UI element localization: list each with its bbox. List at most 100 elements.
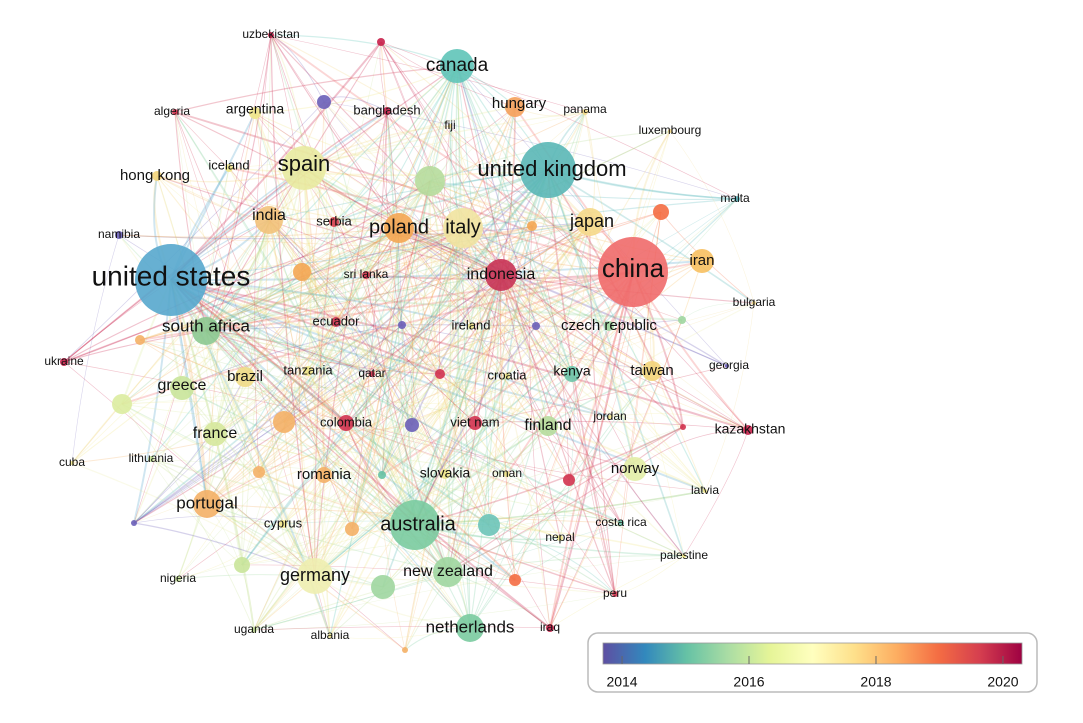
edge bbox=[401, 324, 446, 475]
edge bbox=[268, 110, 388, 221]
edge bbox=[139, 339, 549, 427]
edge bbox=[329, 227, 464, 637]
edge bbox=[298, 271, 316, 577]
edge bbox=[181, 387, 416, 526]
edge bbox=[270, 34, 316, 577]
edge bbox=[314, 575, 616, 595]
edge bbox=[500, 274, 622, 524]
edge bbox=[456, 65, 490, 526]
node bbox=[329, 217, 339, 227]
edge bbox=[506, 473, 516, 581]
edge bbox=[206, 271, 634, 505]
node bbox=[433, 557, 463, 587]
edge bbox=[303, 167, 373, 375]
edge bbox=[205, 221, 591, 332]
edge bbox=[499, 274, 516, 581]
edge bbox=[411, 180, 431, 426]
node-label: ukraine bbox=[44, 354, 84, 368]
edge bbox=[206, 112, 256, 505]
edge bbox=[258, 221, 591, 473]
edge bbox=[414, 490, 706, 526]
edge bbox=[205, 167, 230, 332]
edge bbox=[156, 175, 216, 435]
edge bbox=[380, 41, 738, 200]
edge bbox=[429, 180, 472, 327]
edge bbox=[150, 458, 416, 526]
edge bbox=[398, 227, 653, 372]
edge bbox=[398, 227, 537, 327]
node bbox=[478, 514, 500, 536]
edge bbox=[333, 221, 383, 476]
edge bbox=[205, 130, 671, 332]
edge bbox=[214, 274, 502, 435]
edge bbox=[133, 376, 246, 524]
edge bbox=[547, 169, 685, 557]
node bbox=[690, 249, 714, 273]
node-label: uzbekistan bbox=[242, 27, 299, 41]
node bbox=[331, 317, 341, 327]
edge bbox=[205, 180, 431, 332]
edge bbox=[351, 528, 616, 595]
node bbox=[557, 535, 563, 541]
nodes bbox=[60, 32, 756, 653]
edge bbox=[214, 433, 622, 524]
edge bbox=[351, 221, 591, 530]
node bbox=[415, 166, 445, 196]
edge bbox=[549, 271, 634, 629]
edge bbox=[214, 433, 561, 539]
edge bbox=[303, 167, 685, 557]
edge bbox=[380, 41, 591, 223]
node-label: iceland bbox=[208, 157, 249, 172]
edge bbox=[447, 221, 591, 573]
node bbox=[576, 208, 604, 236]
node bbox=[282, 146, 326, 190]
edge bbox=[270, 34, 325, 103]
edge bbox=[447, 426, 684, 573]
edge bbox=[265, 219, 284, 525]
edge bbox=[365, 274, 406, 651]
edge bbox=[241, 41, 382, 566]
edge bbox=[268, 219, 383, 476]
edge bbox=[205, 227, 464, 332]
node bbox=[604, 321, 614, 331]
edge bbox=[404, 106, 516, 651]
edge bbox=[205, 271, 634, 332]
node bbox=[456, 614, 484, 642]
edge bbox=[150, 458, 243, 566]
edge bbox=[500, 274, 561, 539]
edge bbox=[270, 34, 449, 573]
edge bbox=[429, 180, 472, 327]
node bbox=[249, 107, 261, 119]
edge bbox=[214, 433, 284, 525]
edge bbox=[268, 219, 446, 475]
edge bbox=[268, 219, 551, 629]
edge bbox=[609, 413, 749, 431]
edge bbox=[205, 330, 316, 577]
edge bbox=[514, 325, 610, 581]
edge bbox=[634, 429, 749, 470]
legend: 2014 2016 2018 2020 bbox=[587, 632, 1038, 693]
edge bbox=[150, 274, 502, 460]
edge bbox=[258, 271, 303, 473]
node-label: iraq bbox=[540, 620, 560, 634]
node bbox=[440, 49, 474, 83]
edge bbox=[474, 365, 728, 424]
edge bbox=[253, 626, 551, 631]
legend-tick-label: 2014 bbox=[606, 674, 637, 690]
edge bbox=[414, 274, 502, 526]
edge bbox=[205, 65, 458, 332]
node bbox=[504, 373, 510, 379]
edge bbox=[205, 330, 373, 375]
node-label: malta bbox=[720, 191, 750, 205]
node bbox=[752, 301, 756, 305]
edge bbox=[386, 110, 549, 427]
edge bbox=[398, 227, 728, 367]
edge bbox=[669, 130, 755, 304]
edge bbox=[181, 373, 573, 389]
edge bbox=[381, 221, 591, 476]
node bbox=[362, 271, 370, 279]
node bbox=[293, 263, 311, 281]
node-label: algeria bbox=[154, 104, 190, 118]
edge bbox=[205, 227, 464, 332]
edge bbox=[456, 65, 508, 475]
